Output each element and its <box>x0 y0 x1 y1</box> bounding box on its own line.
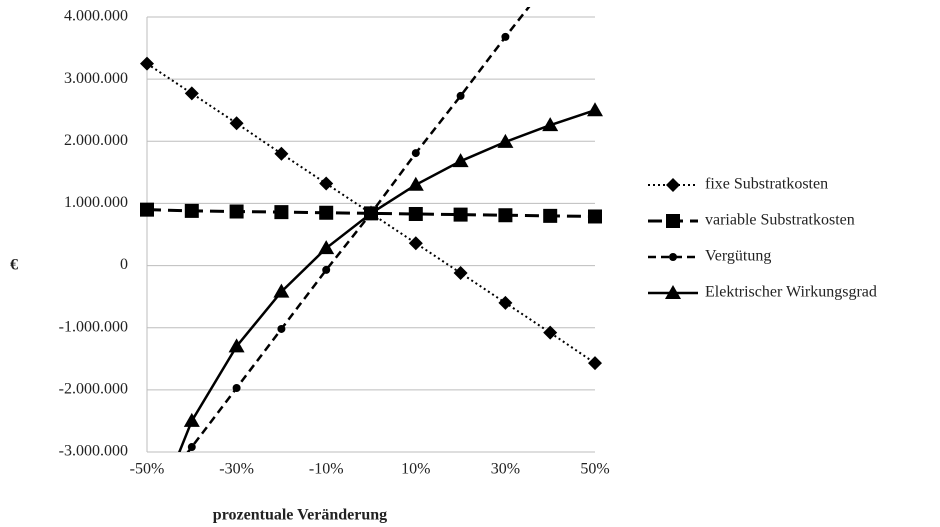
y-tick-label: 4.000.000 <box>64 8 128 25</box>
marker <box>407 176 424 191</box>
marker <box>452 153 469 168</box>
marker <box>666 214 680 228</box>
marker <box>497 133 514 148</box>
marker <box>456 91 465 100</box>
marker <box>187 443 196 452</box>
marker <box>665 285 681 299</box>
plot-clip <box>137 7 605 452</box>
marker <box>363 205 379 220</box>
marker <box>587 102 603 117</box>
y-tick-label: -3.000.000 <box>59 443 128 460</box>
x-tick-label: 10% <box>401 461 430 478</box>
marker <box>318 240 335 255</box>
marker <box>184 86 199 101</box>
marker <box>140 56 154 71</box>
marker <box>229 116 244 131</box>
marker <box>453 266 468 281</box>
x-tick-label: 50% <box>580 461 609 478</box>
legend-label: variable Substratkosten <box>705 212 855 229</box>
marker <box>588 209 602 224</box>
x-axis-label: prozentuale Veränderung <box>213 507 387 524</box>
marker <box>184 203 199 218</box>
marker <box>669 253 677 261</box>
y-tick-label: -2.000.000 <box>59 381 128 398</box>
marker <box>453 207 468 222</box>
marker <box>229 204 244 219</box>
y-tick-label: -1.000.000 <box>59 318 128 335</box>
legend-label: Elektrischer Wirkungsgrad <box>705 284 877 301</box>
marker <box>322 265 331 274</box>
y-tick-label: 1.000.000 <box>64 194 128 211</box>
marker <box>273 283 290 298</box>
y-tick-label: 0 <box>120 256 128 273</box>
legend-label: Vergütung <box>705 248 771 265</box>
x-tick-label: -50% <box>130 461 165 478</box>
y-tick-label: 2.000.000 <box>64 132 128 149</box>
marker <box>588 356 602 371</box>
marker <box>498 295 513 310</box>
series-line <box>146 208 596 218</box>
marker <box>408 236 423 251</box>
marker <box>319 205 334 220</box>
marker <box>501 32 510 41</box>
marker <box>542 117 559 132</box>
x-tick-label: -30% <box>219 461 254 478</box>
marker <box>183 412 200 427</box>
marker <box>543 325 558 340</box>
marker <box>143 502 151 510</box>
marker <box>232 383 241 392</box>
series-line <box>186 7 531 452</box>
marker <box>140 202 154 217</box>
marker <box>277 324 286 333</box>
plot-area <box>137 7 605 510</box>
marker <box>319 176 334 191</box>
marker <box>498 208 513 223</box>
x-tick-label: -10% <box>309 461 344 478</box>
marker <box>228 338 245 353</box>
x-tick-label: 30% <box>491 461 520 478</box>
series-line <box>178 109 596 452</box>
y-axis-label: € <box>10 257 18 274</box>
marker <box>666 178 680 192</box>
marker <box>543 208 558 223</box>
y-tick-label: 3.000.000 <box>64 70 128 87</box>
marker <box>274 146 289 161</box>
marker <box>274 205 289 220</box>
legend-label: fixe Substratkosten <box>705 176 828 193</box>
marker <box>408 206 423 221</box>
marker <box>411 149 420 158</box>
